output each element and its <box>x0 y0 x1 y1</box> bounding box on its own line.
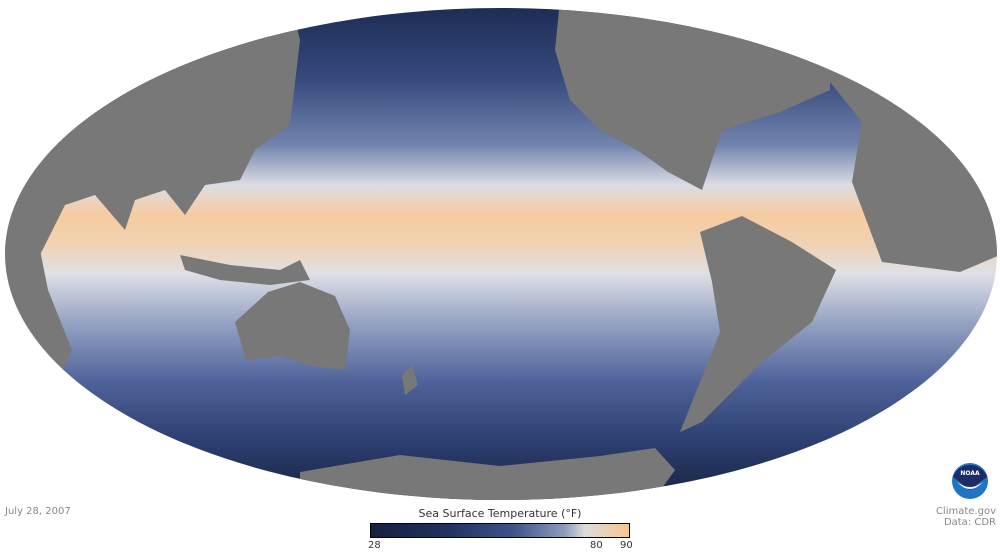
sea-surface-temperature-map <box>5 8 997 500</box>
legend-tick-80: 80 <box>590 540 603 551</box>
credit-source: Climate.gov <box>935 506 996 517</box>
land-new-zealand <box>402 365 418 395</box>
date-label: July 28, 2007 <box>5 506 71 517</box>
legend-color-bar <box>370 523 630 538</box>
credit: Climate.gov Data: CDR <box>936 506 996 528</box>
legend-title: Sea Surface Temperature (°F) <box>418 507 582 520</box>
svg-text:NOAA: NOAA <box>960 470 980 477</box>
color-legend: Sea Surface Temperature (°F) 28 80 90 <box>368 507 633 552</box>
land-indonesia <box>180 255 310 285</box>
noaa-logo: NOAA <box>952 463 988 499</box>
land-south-america <box>680 216 836 432</box>
land-north-america <box>555 8 830 190</box>
land-australia <box>235 282 350 370</box>
land-antarctica <box>300 448 675 500</box>
land-africa <box>5 225 72 395</box>
legend-tick-max: 90 <box>620 540 633 551</box>
legend-tick-min: 28 <box>368 540 381 551</box>
credit-data: Data: CDR <box>943 517 996 528</box>
